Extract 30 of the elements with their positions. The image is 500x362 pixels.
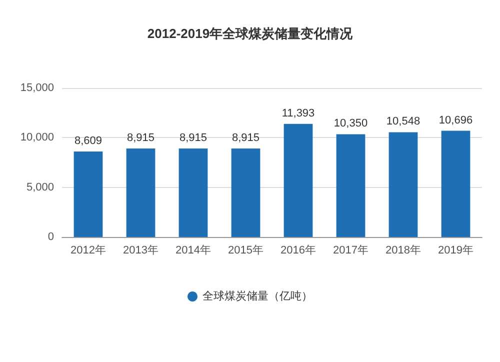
x-tick-label: 2017年 xyxy=(333,244,368,256)
x-tick-label: 2018年 xyxy=(386,244,421,256)
bar xyxy=(336,134,366,237)
x-tick-label: 2014年 xyxy=(176,244,211,256)
bar xyxy=(284,124,313,237)
bar xyxy=(388,132,418,237)
y-tick-label: 15,000 xyxy=(20,82,54,94)
y-tick-label: 0 xyxy=(48,231,54,243)
y-tick-label: 5,000 xyxy=(26,181,54,194)
legend-label: 全球煤炭储量（亿吨） xyxy=(202,290,312,302)
text: 10,696 xyxy=(438,114,473,126)
bar xyxy=(178,148,208,237)
text: 11,393 xyxy=(282,107,315,120)
bar xyxy=(441,130,470,237)
chart-title: 2012-2019年全球煤炭储量变化情况 xyxy=(147,26,354,41)
x-tick-label: 2013年 xyxy=(123,244,158,256)
bar xyxy=(74,151,103,237)
bar xyxy=(231,148,260,237)
text: 8,915 xyxy=(126,132,155,144)
text: 10,548 xyxy=(386,116,420,128)
x-tick-label: 2012年 xyxy=(70,244,106,256)
x-tick-label: 2019年 xyxy=(438,244,474,256)
text: 8,915 xyxy=(179,132,208,144)
text: 10,350 xyxy=(334,118,368,130)
text: 8,915 xyxy=(232,132,260,144)
text: 8,609 xyxy=(74,134,102,147)
y-tick-label: 10,000 xyxy=(20,132,54,144)
x-tick-label: 2015年 xyxy=(228,244,264,256)
bar xyxy=(126,148,156,237)
x-tick-label: 2016年 xyxy=(280,244,316,256)
